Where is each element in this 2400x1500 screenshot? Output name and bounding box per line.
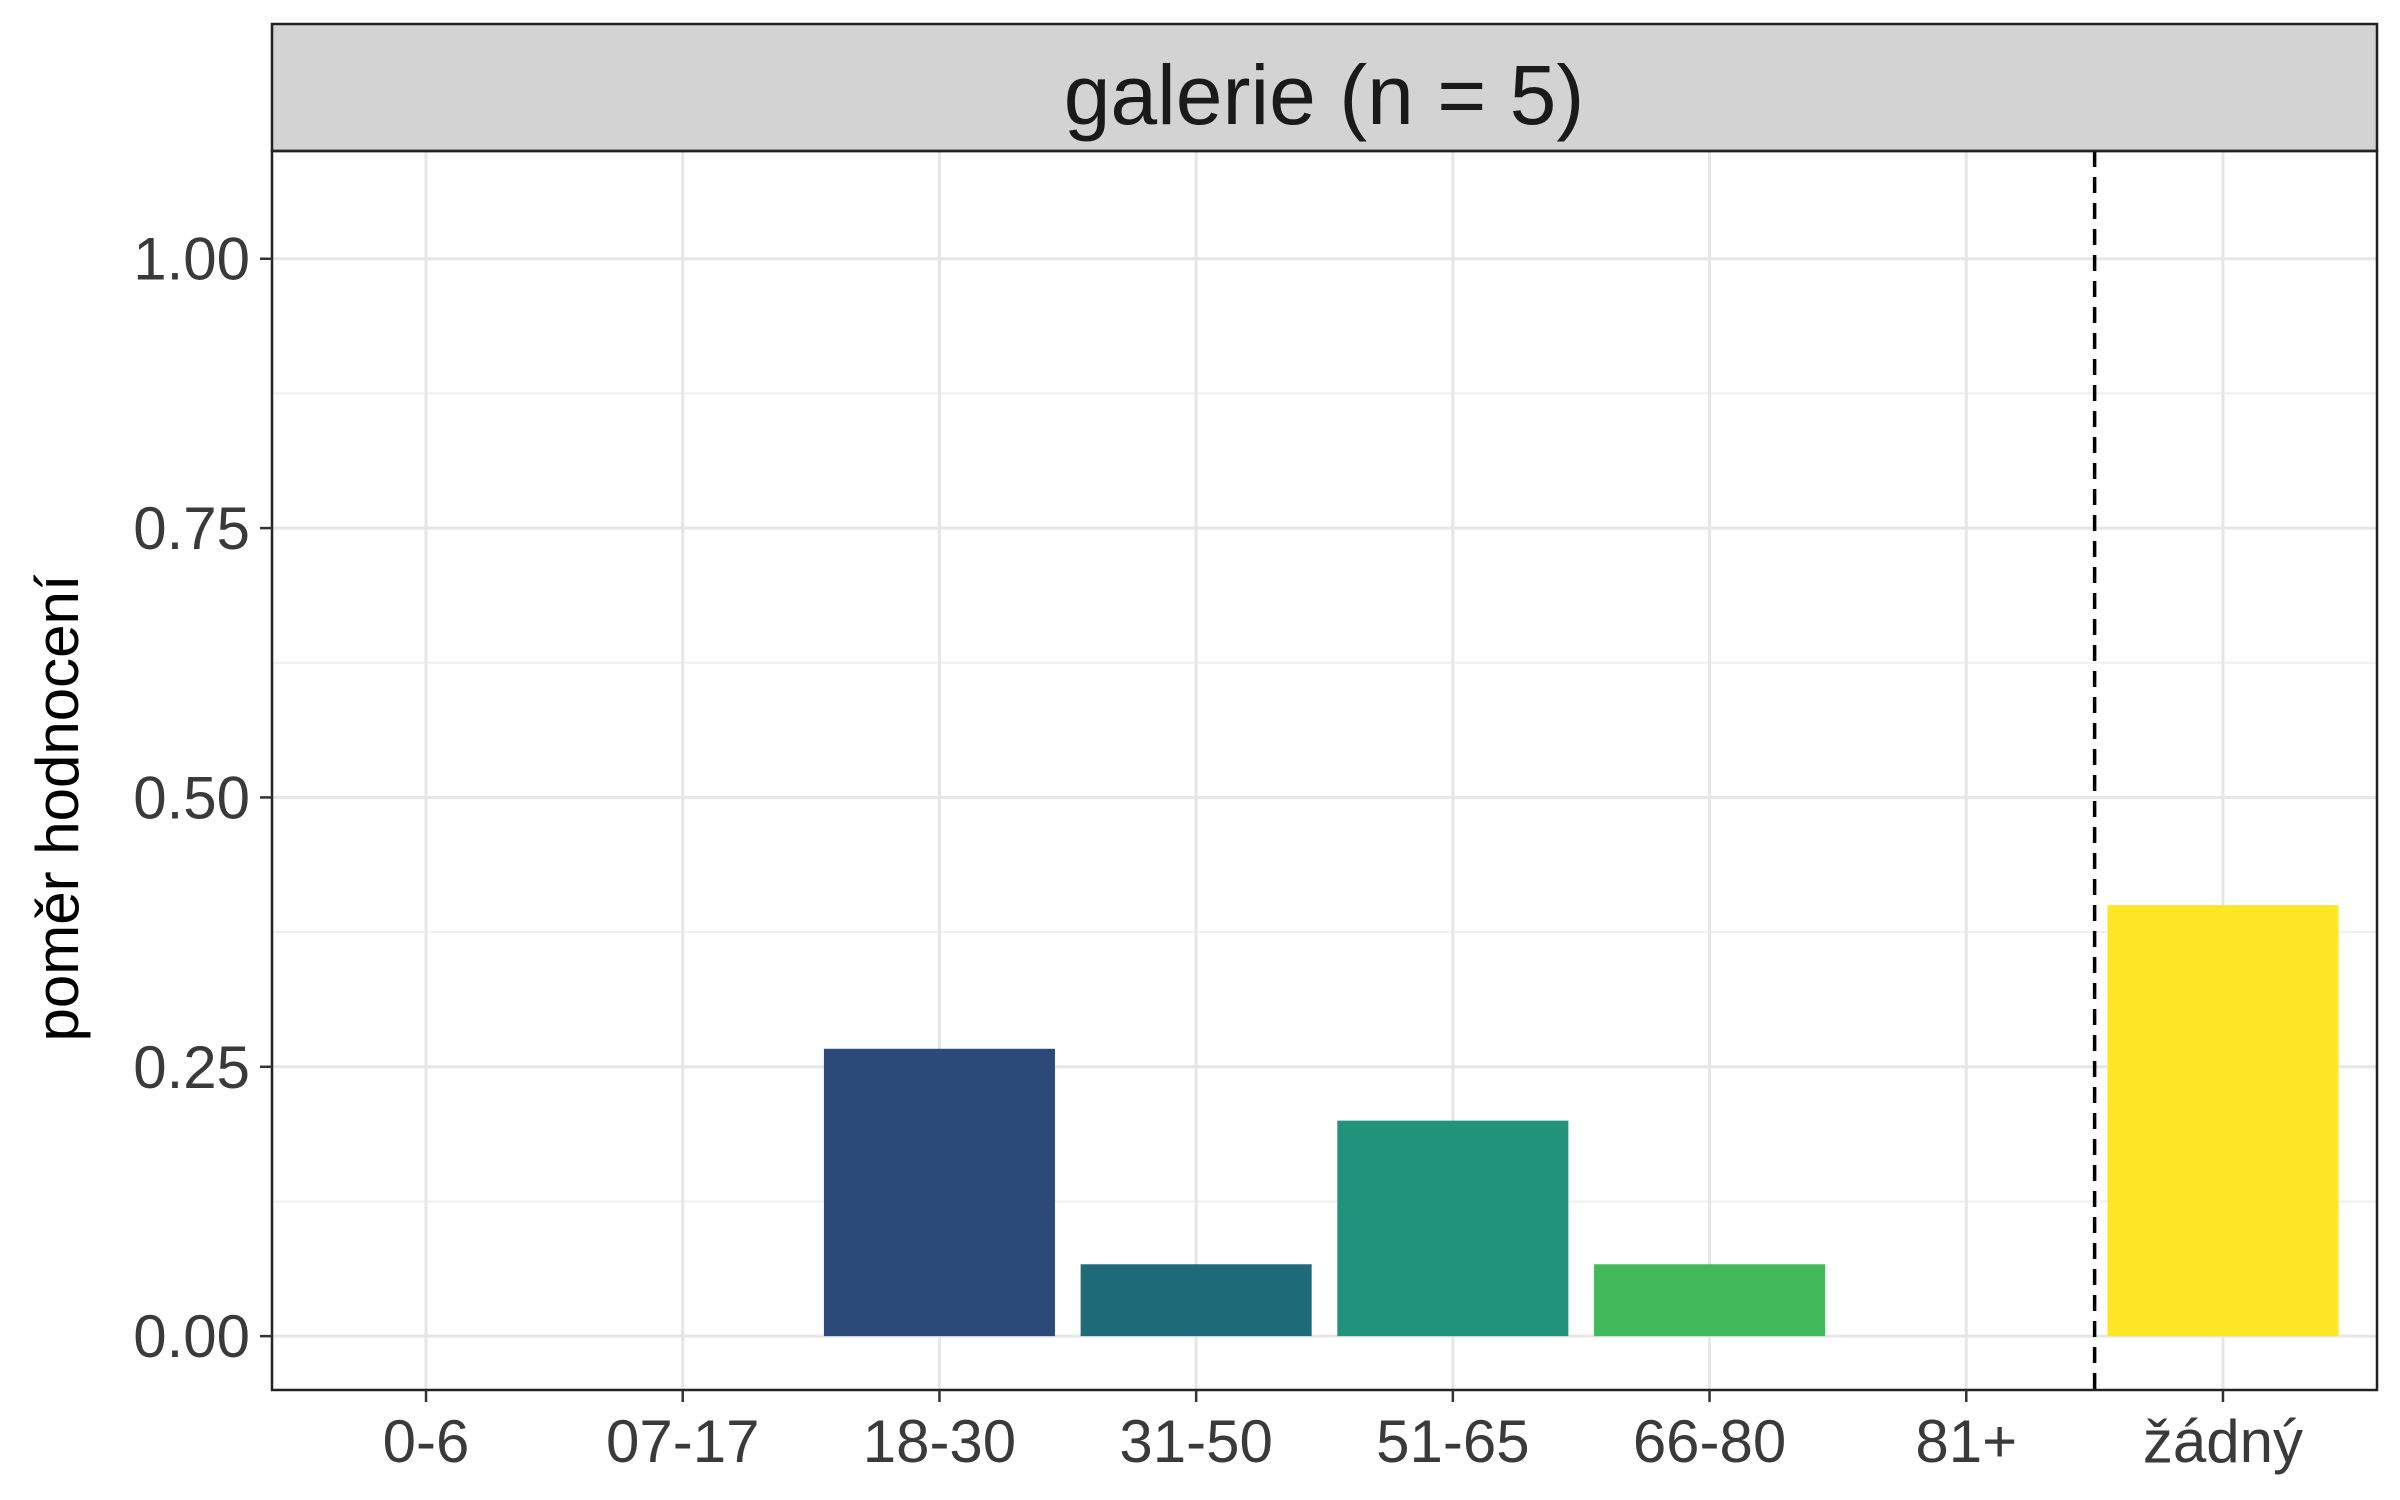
panel-frame — [270, 149, 2379, 1392]
bar-18-30 — [823, 1048, 1055, 1337]
x-tick-label: 31-50 — [1119, 1408, 1272, 1475]
x-tick-label: 07-17 — [606, 1408, 759, 1475]
x-tick-label: 66-80 — [1633, 1408, 1786, 1475]
x-tick-label: 0-6 — [383, 1408, 470, 1475]
bars — [823, 905, 2339, 1337]
y-tick-label: 0.25 — [133, 1034, 250, 1101]
bar-51-65 — [1337, 1120, 1569, 1337]
x-tick-label: 81+ — [1915, 1408, 2017, 1475]
facet-title: galerie (n = 5) — [1064, 48, 1585, 142]
y-axis-title: poměr hodnocení — [24, 574, 91, 1041]
y-axis: 0.00 0.25 0.50 0.75 1.00 — [133, 226, 272, 1370]
bar-31-50 — [1080, 1264, 1312, 1337]
y-tick-label: 0.00 — [133, 1303, 250, 1370]
facet-strip — [272, 24, 2377, 151]
plot-panel — [272, 151, 2377, 1390]
x-tick-label: žádný — [2143, 1408, 2303, 1475]
gridlines — [272, 151, 2377, 1390]
x-axis: 0-6 07-17 18-30 31-50 51-65 66-80 81+ žádný — [383, 1390, 2303, 1475]
x-tick-label: 18-30 — [863, 1408, 1016, 1475]
y-tick-label: 0.75 — [133, 495, 250, 562]
x-tick-label: 51-65 — [1376, 1408, 1529, 1475]
y-tick-label: 0.50 — [133, 764, 250, 831]
bar-66-80 — [1594, 1264, 1826, 1337]
y-tick-label: 1.00 — [133, 226, 250, 293]
bar-žádný — [2107, 905, 2339, 1337]
